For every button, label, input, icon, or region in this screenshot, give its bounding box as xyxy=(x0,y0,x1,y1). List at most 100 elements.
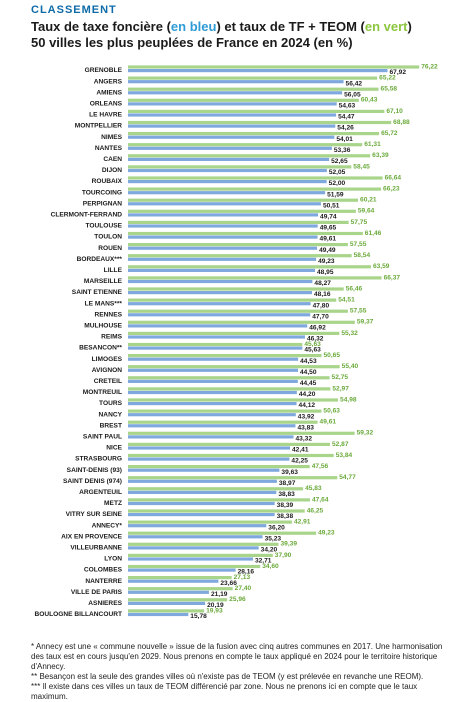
value-label-tf-teom: 57,55 xyxy=(350,308,367,315)
value-label-tf-teom: 34,60 xyxy=(262,563,279,570)
value-label-tf: 23,66 xyxy=(220,580,237,587)
value-label-tf: 42,41 xyxy=(292,447,309,454)
bar-tf xyxy=(128,379,298,383)
category-label: ORLEANS xyxy=(90,101,123,108)
category-label: LE MANS*** xyxy=(85,300,123,307)
value-label-tf-teom: 47,64 xyxy=(312,496,329,503)
bar-tf-teom xyxy=(128,132,380,136)
category-label: AMIENS xyxy=(96,89,122,96)
category-label: VITRY SUR SEINE xyxy=(66,511,123,518)
category-label: BOULOGNE BILLANCOURT xyxy=(34,611,122,618)
value-label-tf: 38,39 xyxy=(277,502,294,509)
footnote-teom-zones: *** Il existe dans ces villes un taux de… xyxy=(31,682,418,701)
category-label: MULHOUSE xyxy=(84,323,122,330)
value-label-tf-teom: 25,96 xyxy=(229,596,246,603)
value-label-tf-teom: 52,97 xyxy=(332,385,349,392)
value-label-tf: 47,70 xyxy=(312,313,329,320)
value-label-tf-teom: 61,31 xyxy=(364,141,381,148)
bar-tf-teom xyxy=(128,498,311,502)
bar-tf xyxy=(128,457,290,461)
category-label: NIMES xyxy=(101,134,122,141)
category-label: TOULON xyxy=(94,234,122,241)
bar-tf xyxy=(128,424,296,428)
value-label-tf-teom: 52,75 xyxy=(332,374,349,381)
value-label-tf: 67,92 xyxy=(389,69,406,76)
category-label: CRETEIL xyxy=(94,378,122,385)
bar-tf xyxy=(128,524,267,528)
bar-tf-teom xyxy=(128,342,303,347)
title-text-1: Taux de taxe foncière ( xyxy=(31,19,171,34)
category-label: REIMS xyxy=(101,334,122,341)
value-label-tf: 35,23 xyxy=(265,535,282,542)
value-label-tf: 46,32 xyxy=(307,336,324,343)
value-label-tf: 44,12 xyxy=(299,402,316,409)
bar-tf xyxy=(128,202,321,206)
value-label-tf: 47,80 xyxy=(313,302,330,309)
bar-tf xyxy=(128,446,291,450)
value-label-tf-teom: 49,23 xyxy=(318,530,335,537)
title-text-2: ) et taux de TF + TEOM ( xyxy=(216,19,365,34)
category-label: SAINT PAUL xyxy=(83,434,122,441)
value-label-tf-teom: 65,58 xyxy=(381,86,398,93)
bar-tf xyxy=(128,590,209,594)
value-label-tf: 49,49 xyxy=(319,247,336,254)
value-label-tf: 50,51 xyxy=(323,202,340,209)
value-label-tf-teom: 65,22 xyxy=(379,75,396,82)
category-label: ARGENTEUIL xyxy=(79,489,122,496)
category-label: ASNIERES xyxy=(88,600,122,607)
value-label-tf: 36,20 xyxy=(268,524,285,531)
category-label: NANCY xyxy=(99,411,123,418)
value-label-tf: 44,45 xyxy=(300,380,317,387)
value-label-tf: 34,20 xyxy=(261,547,278,554)
value-label-tf-teom: 56,46 xyxy=(346,285,363,292)
bar-tf xyxy=(128,479,277,483)
value-label-tf-teom: 27,40 xyxy=(235,585,252,592)
bar-tf xyxy=(128,191,326,195)
bar-tf-teom xyxy=(128,553,273,557)
value-label-tf-teom: 66,37 xyxy=(384,274,401,281)
bar-tf xyxy=(128,302,311,306)
value-label-tf-teom: 55,40 xyxy=(342,363,359,370)
category-label: BORDEAUX*** xyxy=(77,256,123,263)
value-label-tf: 46,92 xyxy=(309,325,326,332)
value-label-tf-teom: 50,65 xyxy=(324,352,341,359)
bar-tf-teom xyxy=(128,176,383,180)
category-label: NANTERRE xyxy=(85,578,122,585)
value-label-tf-teom: 42,91 xyxy=(294,519,311,526)
bar-tf-teom xyxy=(128,165,352,169)
footnote-annecy: * Annecy est une « commune nouvelle » is… xyxy=(31,642,443,671)
value-label-tf: 43,32 xyxy=(296,436,313,443)
value-label-tf-teom: 59,37 xyxy=(357,319,374,326)
category-label: AVIGNON xyxy=(92,367,123,374)
value-label-tf: 32,71 xyxy=(255,558,272,565)
bar-tf xyxy=(128,579,219,583)
title-blue-keyword: en bleu xyxy=(170,19,217,34)
value-label-tf-teom: 19,93 xyxy=(206,607,223,614)
value-label-tf-teom: 49,61 xyxy=(320,419,337,426)
bar-tf xyxy=(128,224,318,228)
value-label-tf-teom: 59,64 xyxy=(358,208,375,215)
category-label: NICE xyxy=(106,445,122,452)
value-label-tf-teom: 39,39 xyxy=(280,541,297,548)
value-label-tf: 52,00 xyxy=(329,180,346,187)
category-label: LYON xyxy=(104,556,122,563)
bar-tf xyxy=(128,235,318,239)
category-label: GRENOBLE xyxy=(85,67,123,74)
bar-tf xyxy=(128,368,299,372)
bar-tf-teom xyxy=(128,420,318,424)
category-label: TOULOUSE xyxy=(85,223,122,230)
value-label-tf-teom: 54,77 xyxy=(339,474,356,481)
kicker-label: CLASSEMENT xyxy=(31,4,117,16)
category-label: COLOMBES xyxy=(84,567,123,574)
bar-chart: GRENOBLE 76,22 67,92 ANGERS 65,22 56,42 AMIENS… xyxy=(34,63,438,620)
value-label-tf-teom: 66,64 xyxy=(385,174,402,181)
bar-tf-teom xyxy=(128,409,322,413)
bar-tf-teom xyxy=(128,143,363,147)
bar-tf-teom xyxy=(128,298,337,302)
bar-tf-teom xyxy=(128,387,331,391)
value-label-tf: 52,05 xyxy=(329,169,346,176)
bar-tf-teom xyxy=(128,442,330,446)
bar-tf-teom xyxy=(128,598,228,602)
bar-tf-teom xyxy=(128,531,317,535)
bar-tf-teom xyxy=(128,154,371,158)
